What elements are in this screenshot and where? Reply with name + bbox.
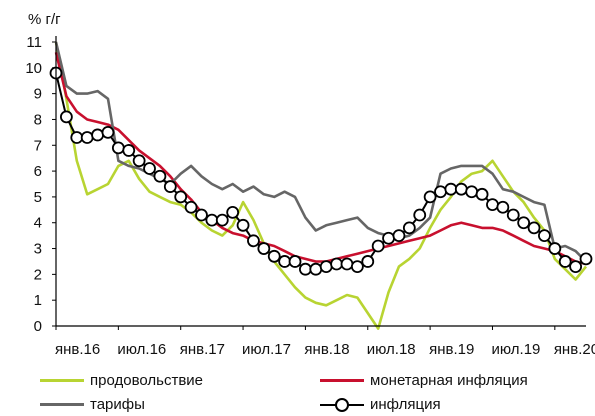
data-point (215, 213, 229, 227)
x-tick-label: июл.16 (117, 341, 166, 358)
y-tick-label: 0 (34, 318, 42, 335)
data-point (454, 182, 468, 196)
data-point (299, 262, 312, 276)
y-tick-label: 8 (34, 111, 42, 128)
x-tick-label: июл.18 (367, 341, 416, 358)
data-point (288, 255, 302, 268)
series-line-2 (54, 41, 587, 263)
data-point (184, 200, 198, 214)
data-point (392, 229, 406, 243)
data-point (465, 185, 479, 199)
data-point (174, 190, 188, 204)
data-point (371, 239, 385, 253)
x-tick-label: янв.16 (55, 341, 100, 358)
data-point (195, 208, 208, 222)
y-tick-label: 5 (34, 189, 42, 206)
y-tick-label: 10 (25, 60, 42, 77)
x-tick-label: янв.17 (180, 341, 225, 358)
x-tick-label: янв.20 (554, 341, 595, 358)
data-point (423, 190, 437, 204)
y-tick-label: 6 (34, 163, 42, 180)
legend-swatch-tariffs (40, 403, 84, 406)
series-lines (49, 41, 593, 330)
y-tick-label: 9 (34, 86, 42, 103)
data-point (486, 198, 499, 212)
data-point (59, 110, 73, 124)
data-point (548, 242, 562, 255)
data-point (226, 205, 240, 219)
data-point (132, 154, 146, 168)
x-tick-label: июл.19 (491, 341, 540, 358)
data-point (70, 131, 84, 144)
data-point (319, 260, 333, 274)
legend-swatch-food (40, 379, 84, 382)
legend-label-tariffs: тарифы (90, 396, 145, 413)
legend-label-inflation: инфляция (370, 396, 441, 413)
x-tick-label: янв.18 (304, 341, 349, 358)
data-point (247, 234, 260, 248)
x-tick-label: янв.19 (429, 341, 474, 358)
y-axis-ticks: 0 1 2 3 4 5 6 7 8 9 10 11 (25, 34, 56, 335)
data-point (330, 257, 343, 271)
data-point (579, 252, 593, 266)
axes (55, 36, 586, 327)
data-point (350, 260, 364, 274)
data-point (413, 208, 427, 222)
data-point (496, 200, 510, 214)
data-point (506, 208, 520, 222)
y-tick-label: 11 (26, 34, 42, 51)
legend-item-food: продовольствие (40, 372, 203, 389)
y-tick-label: 7 (34, 137, 42, 154)
data-point (475, 187, 489, 201)
legend-label-monetary: монетарная инфляция (370, 372, 528, 389)
data-point (558, 255, 572, 268)
series-line-1 (54, 52, 587, 266)
data-point (267, 249, 281, 263)
data-point (80, 131, 94, 144)
y-axis-label: % г/г (28, 11, 61, 28)
data-point (517, 216, 531, 230)
data-point (309, 262, 323, 276)
data-point (361, 255, 375, 268)
series-line-0 (54, 41, 588, 330)
data-point (111, 141, 125, 155)
data-point (122, 144, 136, 157)
legend-label-food: продовольствие (90, 372, 204, 389)
data-point (143, 162, 156, 175)
data-point (205, 213, 219, 227)
data-point (340, 257, 354, 271)
data-point (569, 260, 583, 274)
y-tick-label: 1 (34, 292, 42, 309)
data-point (91, 128, 104, 142)
data-point (527, 221, 541, 235)
legend-item-inflation: инфляция (320, 396, 441, 413)
data-point (538, 229, 551, 243)
legend-item-tariffs: тарифы (40, 396, 145, 413)
data-point (382, 231, 395, 245)
data-point (257, 242, 271, 255)
y-tick-label: 2 (34, 266, 42, 283)
data-point (278, 255, 292, 268)
legend-item-monetary: монетарная инфляция (320, 372, 528, 389)
x-tick-label: июл.17 (242, 341, 291, 358)
data-point (163, 180, 177, 193)
data-point (236, 218, 250, 232)
x-axis-ticks: янв.16 июл.16 янв.17 июл.17 янв.18 июл.18 янв.… (55, 326, 595, 358)
inflation-line-chart: % г/г 0 1 2 3 4 5 6 7 8 9 10 11 янв.16 июл.16 янв.17 и… (25, 11, 595, 358)
data-point (434, 185, 447, 199)
y-tick-label: 4 (34, 215, 42, 232)
data-point (153, 169, 167, 183)
data-point (402, 221, 416, 235)
data-point (444, 182, 458, 196)
data-point (101, 125, 115, 139)
legend-swatch-monetary (320, 379, 364, 382)
y-tick-label: 3 (34, 241, 42, 258)
legend-swatch-inflation (320, 397, 364, 412)
